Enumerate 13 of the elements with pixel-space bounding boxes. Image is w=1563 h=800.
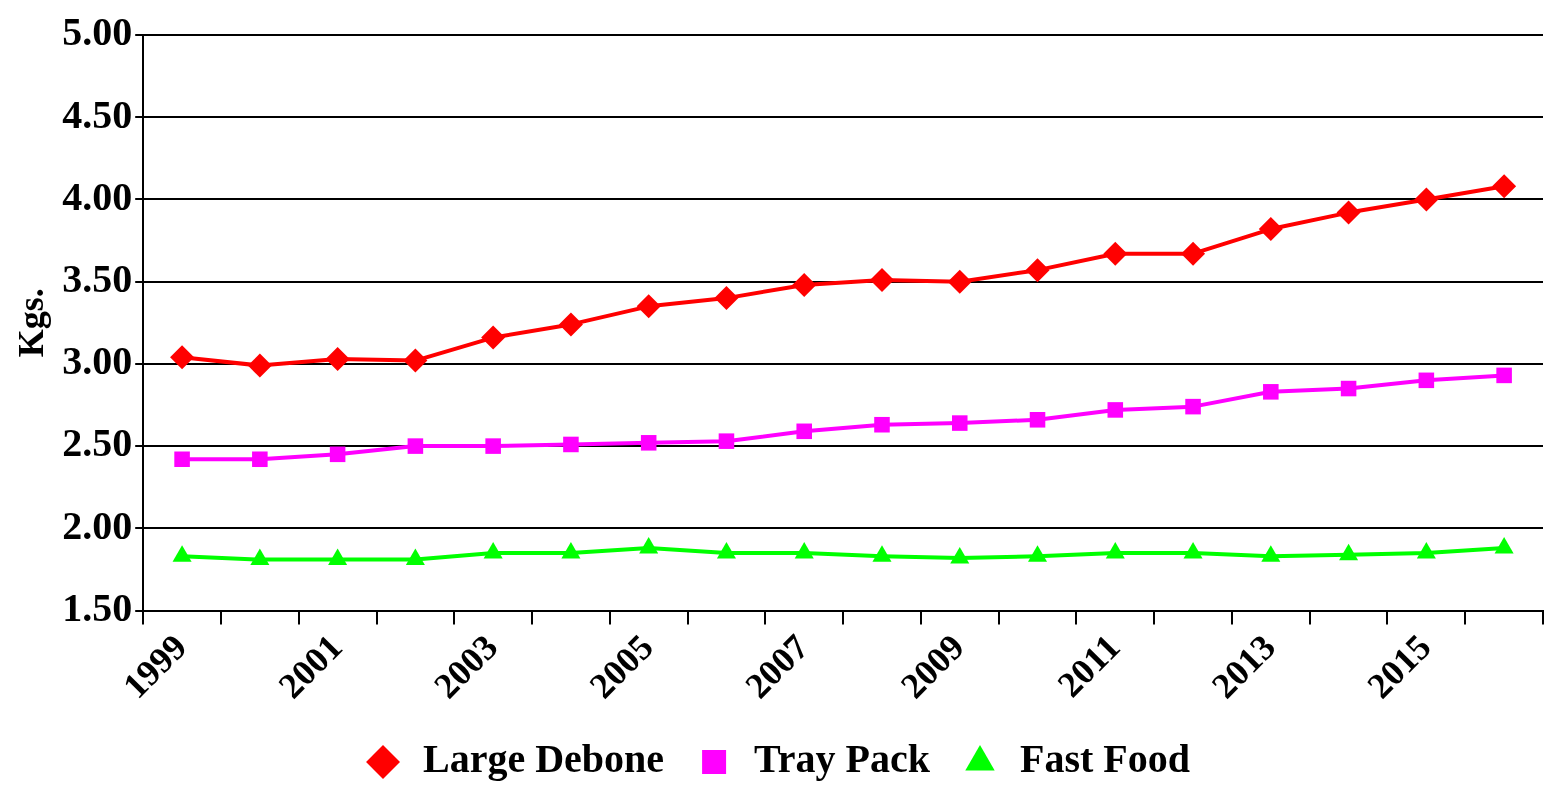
y-tick-label: 2.00 — [62, 502, 133, 548]
legend-label: Large Debone — [423, 736, 665, 782]
y-tick-label: 2.50 — [62, 420, 133, 466]
y-tick-label: 5.00 — [62, 9, 133, 55]
y-tick-label: 1.50 — [62, 584, 133, 630]
legend-label: Fast Food — [1019, 736, 1190, 782]
x-tick-label: 2011 — [1049, 626, 1128, 705]
y-tick-label: 3.50 — [62, 255, 133, 301]
y-tick-label: 4.50 — [62, 91, 133, 137]
y-tick-label: 3.00 — [62, 338, 133, 384]
y-axis-title: Kgs. — [10, 288, 51, 358]
y-tick-label: 4.00 — [62, 173, 133, 219]
legend-label: Tray Pack — [754, 736, 931, 782]
